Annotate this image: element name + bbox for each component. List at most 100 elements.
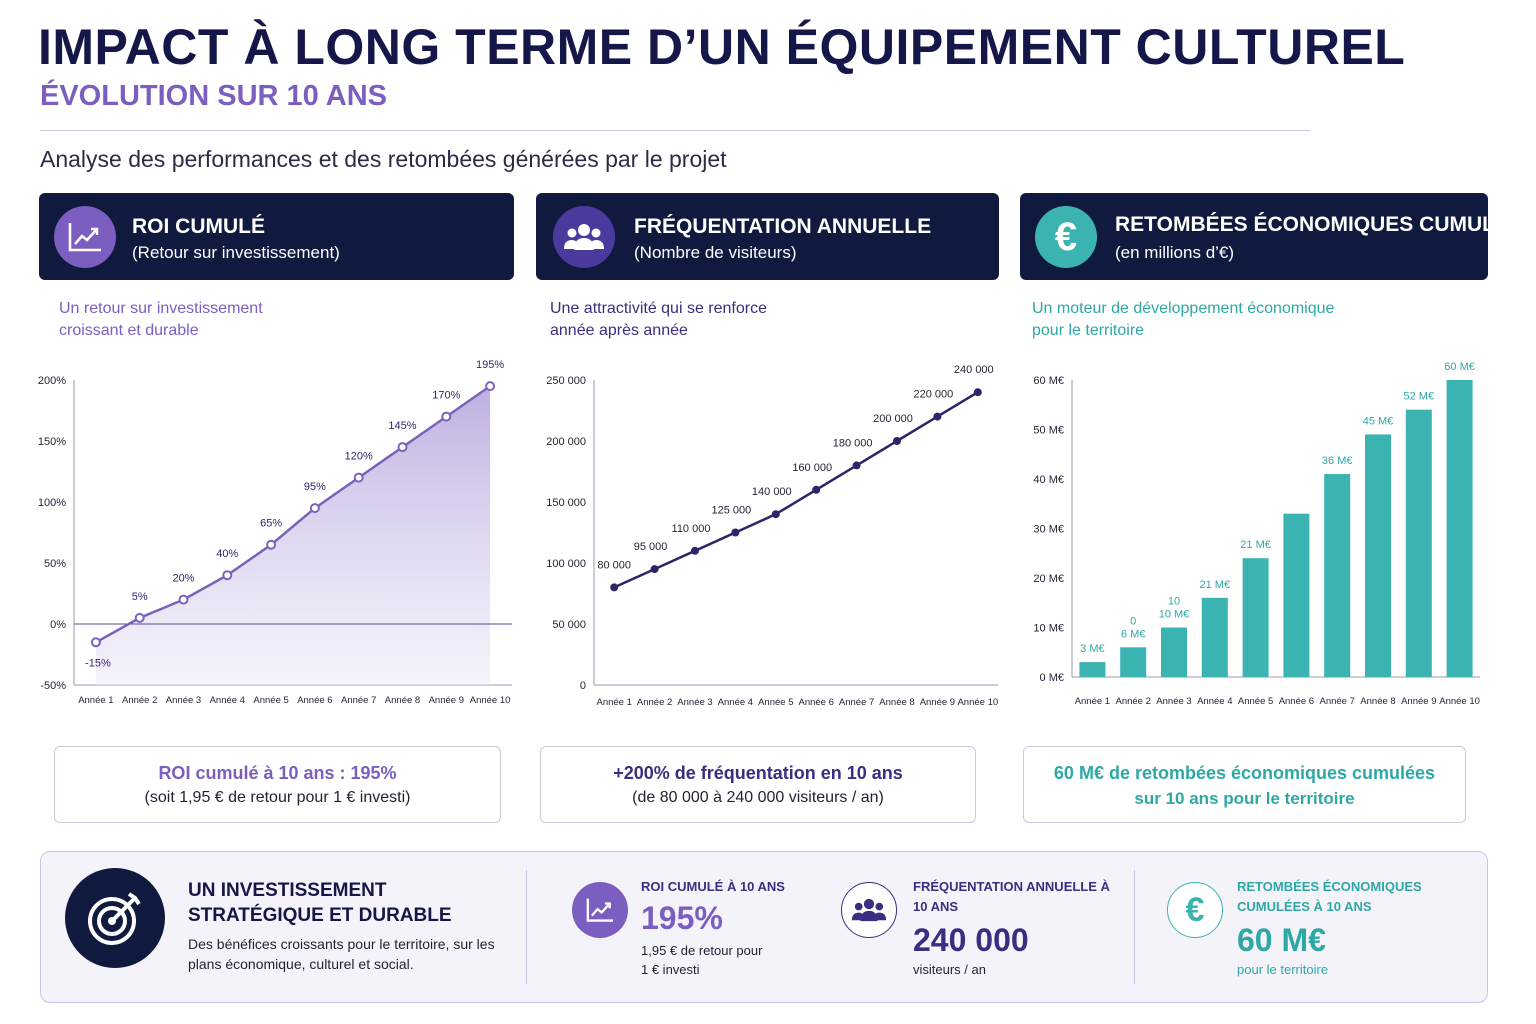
- economy-data-label: 6 M€: [1121, 628, 1145, 640]
- x-tick-label: Année 9: [920, 697, 955, 708]
- panel-tagline-roi: Un retour sur investissement croissant e…: [59, 300, 263, 339]
- target-icon: [65, 868, 165, 968]
- panel-subtitle: (Retour sur investissement): [132, 243, 340, 262]
- y-tick-label: 0: [580, 680, 586, 692]
- visitors-data-label: 80 000: [597, 559, 631, 571]
- x-tick-label: Année 5: [1238, 696, 1273, 707]
- y-tick-label: 250 000: [546, 375, 586, 387]
- visitors-point: [893, 437, 901, 445]
- visitors-point: [691, 546, 699, 555]
- roi-point: [178, 594, 189, 605]
- x-tick-label: Année 2: [637, 697, 672, 708]
- y-tick-label: 150%: [38, 436, 66, 448]
- x-tick-label: Année 7: [839, 697, 874, 708]
- economy-extra-label: 0: [1130, 615, 1136, 627]
- y-tick-label: 0%: [50, 619, 66, 631]
- x-tick-label: Année 1: [1075, 696, 1110, 707]
- visitors-data-label: 200 000: [873, 413, 913, 425]
- economy-data-label: 21 M€: [1200, 579, 1231, 591]
- visitors-data-label: 240 000: [954, 364, 994, 376]
- economy-data-label: 45 M€: [1363, 415, 1394, 427]
- panel-header-economy: € RETOMBÉES ÉCONOMIQUES CUMULÉES (en mil…: [1020, 193, 1536, 280]
- x-tick-label: Année 9: [1401, 696, 1436, 707]
- y-tick-label: 50 M€: [1033, 425, 1064, 437]
- economy-bar: [1324, 474, 1351, 677]
- economy-bar: [1365, 434, 1391, 677]
- footer-panel: UN INVESTISSEMENT STRATÉGIQUE ET DURABLE…: [40, 851, 1488, 1003]
- footer-divider: [526, 870, 527, 984]
- x-tick-label: Année 10: [470, 695, 511, 706]
- economy-bar: [1161, 627, 1187, 677]
- roi-data-label: 145%: [388, 420, 416, 432]
- visitors-data-label: 95 000: [634, 541, 668, 553]
- x-tick-label: Année 1: [78, 695, 113, 706]
- economy-data-label: 60 M€: [1444, 361, 1475, 373]
- panel-header-visitors: FRÉQUENTATION ANNUELLE (Nombre de visite…: [536, 193, 999, 280]
- x-tick-label: Année 7: [1319, 696, 1354, 707]
- economy-bar: [1120, 647, 1147, 677]
- economy-bar: [1079, 662, 1106, 677]
- roi-data-label: 95%: [304, 481, 326, 493]
- x-tick-label: Année 3: [677, 697, 712, 708]
- x-tick-label: Année 4: [1197, 696, 1232, 707]
- panel-tagline-visitors: Une attractivité qui se renforce année a…: [550, 300, 767, 339]
- x-tick-label: Année 1: [596, 697, 631, 708]
- visitors-point: [731, 528, 740, 537]
- roi-area: [95, 386, 491, 685]
- visitors-point: [771, 510, 780, 519]
- y-tick-label: 40 M€: [1033, 474, 1064, 486]
- kpi-value-visitors: 240 000: [913, 922, 1029, 958]
- y-tick-label: 50%: [44, 558, 66, 570]
- kpi-value-roi: 195%: [641, 900, 723, 936]
- roi-data-label: -15%: [85, 657, 111, 669]
- y-tick-label: 150 000: [546, 497, 586, 509]
- y-tick-label: -50%: [40, 680, 66, 692]
- roi-data-label: 120%: [345, 451, 373, 463]
- y-tick-label: 0 M€: [1040, 672, 1064, 684]
- economy-bar: [1283, 513, 1310, 677]
- visitors-point: [812, 485, 821, 494]
- economy-data-label: 52 M€: [1404, 391, 1435, 403]
- x-tick-label: Année 8: [385, 695, 420, 706]
- roi-data-label: 195%: [476, 359, 504, 371]
- trend-chart-icon: [572, 882, 628, 938]
- y-tick-label: 100%: [38, 497, 66, 509]
- roi-data-label: 170%: [432, 390, 460, 402]
- roi-line: [95, 385, 491, 644]
- x-tick-label: Année 6: [297, 695, 332, 706]
- y-tick-label: 100 000: [546, 558, 586, 570]
- x-tick-label: Année 9: [429, 695, 464, 706]
- visitors-data-label: 140 000: [752, 486, 792, 498]
- x-tick-label: Année 7: [341, 695, 376, 706]
- roi-point: [222, 570, 233, 581]
- x-tick-label: Année 4: [210, 695, 245, 706]
- panel-title: FRÉQUENTATION ANNUELLE: [634, 215, 932, 238]
- euro-icon: €: [1035, 206, 1097, 268]
- visitors-chart: 0 50 000 100 000 150 000 200 000 250 000 Année…: [546, 364, 998, 708]
- kpi-value-economy: 60 M€: [1237, 922, 1326, 958]
- visitors-data-label: 160 000: [792, 462, 832, 474]
- summary-roi: ROI cumulé à 10 ans : 195% (soit 1,95 € …: [54, 746, 501, 823]
- y-tick-label: 50 000: [552, 619, 586, 631]
- roi-point: [441, 411, 452, 422]
- x-tick-label: Année 10: [957, 697, 998, 708]
- y-tick-label: 10 M€: [1033, 623, 1064, 635]
- x-tick-label: Année 5: [253, 695, 288, 706]
- page-title: IMPACT À LONG TERME D’UN ÉQUIPEMENT CULT…: [38, 19, 1406, 75]
- x-tick-label: Année 4: [718, 697, 753, 708]
- roi-point: [134, 612, 145, 623]
- economy-bar: [1446, 380, 1473, 677]
- kpi-note-roi: 1,95 € de retour pour 1 € investi: [641, 943, 763, 977]
- trend-chart-icon: [54, 206, 116, 268]
- economy-data-label: 3 M€: [1080, 643, 1104, 655]
- summary-economy: 60 M€ de retombées économiques cumulées …: [1023, 746, 1466, 823]
- x-tick-label: Année 6: [798, 697, 833, 708]
- roi-point: [353, 472, 364, 483]
- panel-tagline-economy: Un moteur de développement économique po…: [1032, 300, 1335, 339]
- kpi-label-roi: ROI CUMULÉ À 10 ANS: [641, 879, 785, 894]
- footer-title: UN INVESTISSEMENT STRATÉGIQUE ET DURABLE: [188, 880, 452, 926]
- x-tick-label: Année 8: [1360, 696, 1395, 707]
- roi-data-label: 20%: [172, 573, 194, 585]
- roi-data-label: 65%: [260, 518, 282, 530]
- visitors-point: [610, 583, 619, 592]
